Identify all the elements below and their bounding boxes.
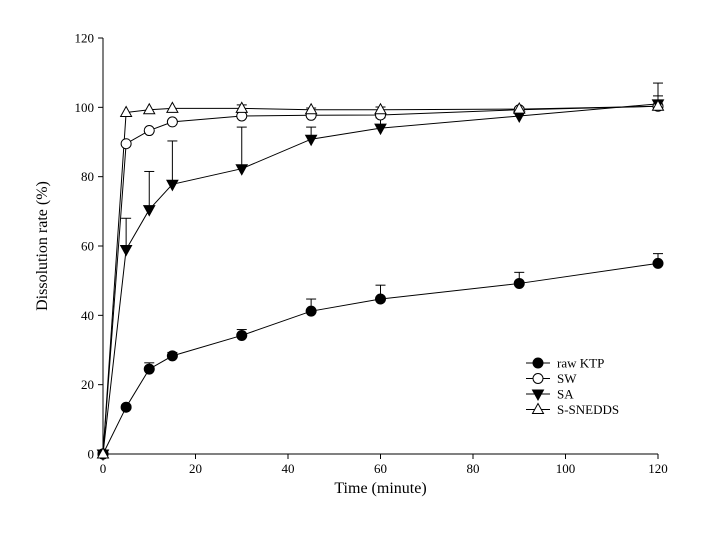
y-ticks: 0 20 40 60 80 100 120 xyxy=(75,31,103,462)
y-tick-label: 0 xyxy=(88,447,95,462)
data-point-raw-ktp xyxy=(375,293,386,305)
data-point-sa xyxy=(304,134,318,147)
data-point-s-snedds xyxy=(304,102,318,115)
data-point-s-snedds xyxy=(119,105,133,118)
x-tick-label: 60 xyxy=(374,461,387,476)
data-point-raw-ktp xyxy=(652,257,664,269)
y-tick-label: 80 xyxy=(81,169,94,184)
y-tick-label: 60 xyxy=(81,239,94,254)
data-point-s-snedds xyxy=(235,101,249,113)
legend-marker-sa xyxy=(531,389,545,402)
data-point-s-snedds xyxy=(374,102,387,115)
y-tick-label: 100 xyxy=(75,100,95,115)
data-point-sa xyxy=(166,179,179,192)
x-tick-label: 20 xyxy=(189,461,202,476)
data-point-s-snedds xyxy=(142,102,156,115)
y-tick-label: 40 xyxy=(81,308,94,323)
series-markers xyxy=(96,99,665,462)
data-point-raw-ktp xyxy=(305,305,317,317)
x-tick-label: 40 xyxy=(282,461,295,476)
x-axis-title: Time (minute) xyxy=(334,480,426,497)
data-point-raw-ktp xyxy=(143,363,155,375)
legend-marker-sw xyxy=(532,373,544,384)
y-axis-title: Dissolution rate (%) xyxy=(34,181,51,311)
y-tick-label: 120 xyxy=(75,31,95,46)
axes xyxy=(102,38,658,455)
data-point-sa xyxy=(235,164,249,176)
data-point-sw xyxy=(143,125,155,137)
legend-label-sw: SW xyxy=(557,371,577,386)
data-point-sa xyxy=(374,123,387,136)
legend-label-sa: SA xyxy=(557,387,574,402)
x-ticks: 0 20 40 60 80 100 120 xyxy=(100,454,668,476)
data-point-raw-ktp xyxy=(166,350,178,362)
data-point-sa xyxy=(119,244,133,257)
x-tick-label: 80 xyxy=(467,461,480,476)
x-tick-label: 120 xyxy=(648,461,668,476)
legend-marker-raw-ktp xyxy=(532,357,544,369)
x-tick-label: 0 xyxy=(100,461,107,476)
data-point-s-snedds xyxy=(96,446,110,459)
x-tick-label: 100 xyxy=(556,461,576,476)
data-point-sw xyxy=(166,116,178,128)
data-point-sw xyxy=(120,138,132,150)
data-point-s-snedds xyxy=(166,101,179,113)
data-point-s-snedds xyxy=(651,99,665,111)
legend-label-s-snedds: S-SNEDDS xyxy=(557,402,619,417)
data-point-raw-ktp xyxy=(120,401,132,413)
legend-marker-s-snedds xyxy=(531,402,545,414)
legend-label-raw-ktp: raw KTP xyxy=(557,356,604,371)
data-point-raw-ktp xyxy=(513,277,525,289)
data-point-raw-ktp xyxy=(236,329,248,341)
data-point-sa xyxy=(142,205,156,217)
y-tick-label: 20 xyxy=(81,377,94,392)
data-point-s-snedds xyxy=(512,102,526,114)
